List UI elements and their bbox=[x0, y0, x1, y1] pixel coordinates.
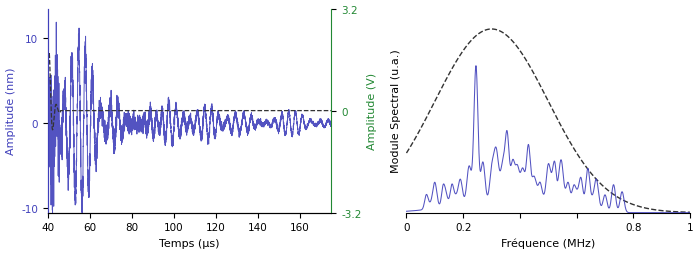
X-axis label: Fréquence (MHz): Fréquence (MHz) bbox=[501, 238, 596, 248]
Y-axis label: Amplitude (V): Amplitude (V) bbox=[367, 73, 377, 150]
X-axis label: Temps (μs): Temps (μs) bbox=[159, 238, 219, 248]
Y-axis label: Module Spectral (u.a.): Module Spectral (u.a.) bbox=[391, 50, 401, 173]
Y-axis label: Amplitude (nm): Amplitude (nm) bbox=[6, 68, 15, 155]
